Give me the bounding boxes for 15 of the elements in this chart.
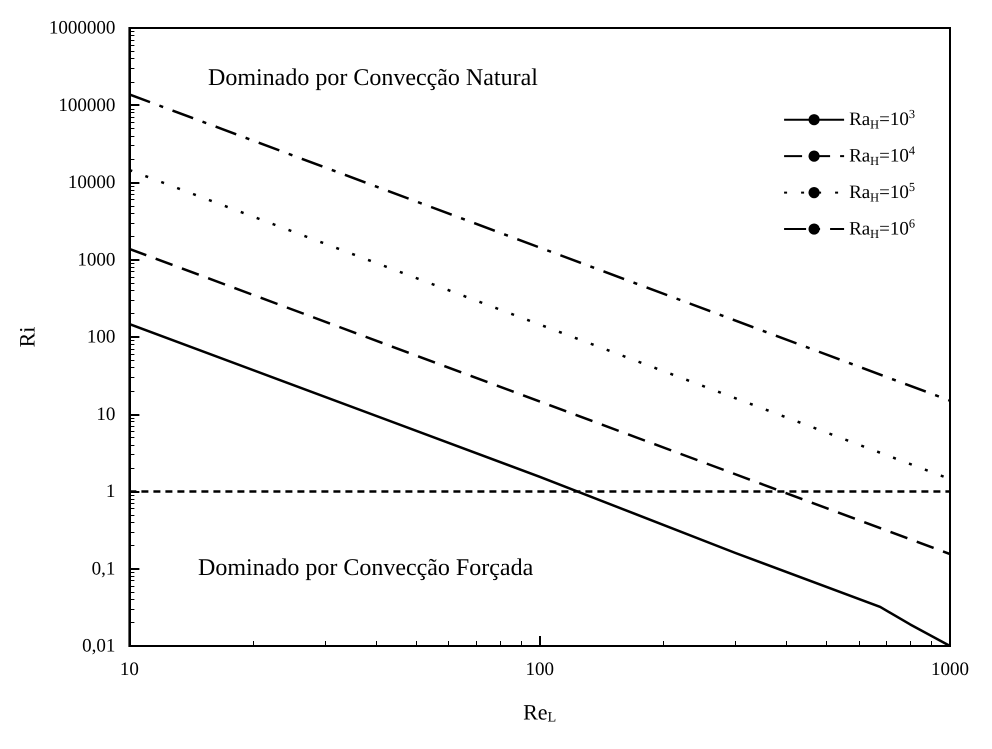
y-axis-title: Ri [14, 326, 40, 348]
y-tick-label: 1000 [77, 249, 116, 270]
y-tick-label: 100000 [58, 94, 116, 116]
annotation: Dominado por Convecção Forçada [198, 555, 534, 581]
y-tick-label: 1000000 [48, 18, 116, 38]
annotation: Dominado por Convecção Natural [208, 65, 538, 91]
x-tick-label: 1000 [931, 659, 969, 680]
y-tick-label: 1 [106, 481, 116, 502]
y-tick-label: 0,1 [92, 558, 116, 580]
x-tick-label: 10 [120, 659, 139, 680]
y-tick-label: 0,01 [82, 636, 116, 656]
y-tick-label: 10 [96, 404, 116, 425]
y-tick-label: 10000 [68, 172, 116, 193]
x-tick-label: 100 [525, 659, 554, 680]
y-tick-label: 100 [86, 326, 116, 348]
